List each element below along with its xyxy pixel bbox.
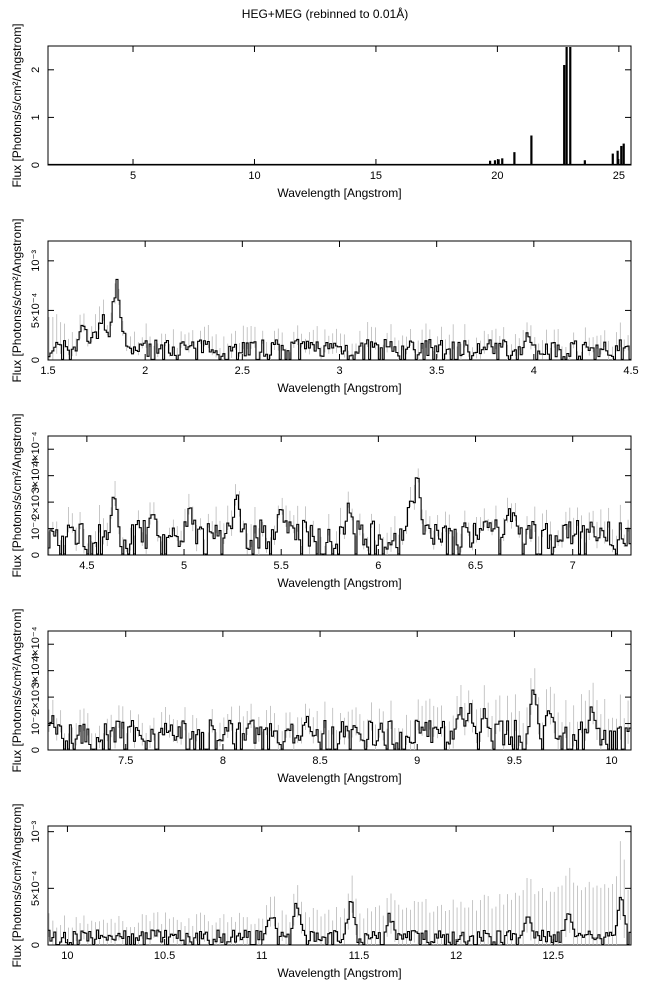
error-bars	[48, 841, 629, 945]
y-tick-label: 10⁻³	[30, 820, 42, 842]
y-tick-label: 10⁻⁴	[30, 517, 42, 540]
plot-frame	[47, 240, 632, 361]
x-tick-label: 10	[248, 170, 260, 182]
x-tick-label: 25	[613, 170, 625, 182]
x-tick-label: 10	[61, 950, 73, 962]
y-tick-label: 4×10⁻⁴	[30, 431, 42, 467]
x-tick-label: 12	[450, 950, 462, 962]
plot-frame	[47, 45, 632, 166]
x-tick-label: 1.5	[40, 365, 55, 377]
y-axis-label: Flux [Photons/s/cm²/Angstrom]	[10, 803, 24, 967]
y-tick-label: 2×10⁻⁴	[30, 679, 42, 715]
x-tick-label: 5	[181, 560, 187, 572]
y-tick-label: 10⁻³	[30, 250, 42, 272]
y-axis: 0 5×10⁻⁴ 10⁻³	[30, 250, 631, 363]
x-tick-label: 3	[336, 365, 342, 377]
x-tick-label: 4.5	[623, 365, 638, 377]
error-bars	[48, 283, 629, 360]
x-axis: 4.5 5 5.5 6 6.5 7	[79, 436, 576, 572]
y-tick-label: 10⁻⁴	[30, 712, 42, 735]
y-axis: 0 10⁻⁴2×10⁻⁴3×10⁻⁴4×10⁻⁴	[30, 431, 631, 558]
plot-frame	[47, 825, 632, 946]
x-axis-label: Wavelength [Angstrom]	[277, 381, 401, 395]
x-tick-label: 7	[570, 560, 576, 572]
spectrum-line	[48, 278, 631, 361]
x-tick-label: 4	[531, 365, 537, 377]
plot-frame	[47, 630, 632, 751]
y-axis-label: Flux [Photons/s/cm²/Angstrom]	[10, 413, 24, 577]
y-tick-label: 0	[30, 357, 42, 363]
x-tick-label: 10	[605, 755, 617, 767]
x-axis: 5 10 15 20 25	[130, 46, 625, 182]
x-tick-label: 7.5	[118, 755, 133, 767]
x-tick-label: 6.5	[468, 560, 483, 572]
y-axis: 0 5×10⁻⁴ 10⁻³	[30, 820, 631, 948]
y-tick-label: 1	[30, 114, 42, 120]
y-axis-label: Flux [Photons/s/cm²/Angstrom]	[10, 218, 24, 382]
x-tick-label: 5	[130, 170, 136, 182]
x-tick-label: 9.5	[507, 755, 522, 767]
y-tick-label: 4×10⁻⁴	[30, 626, 42, 662]
x-tick-label: 11.5	[349, 950, 370, 962]
plot-frame	[47, 435, 632, 556]
x-tick-label: 12.5	[543, 950, 564, 962]
x-tick-label: 5.5	[274, 560, 289, 572]
y-tick-label: 5×10⁻⁴	[30, 870, 42, 906]
x-axis-label: Wavelength [Angstrom]	[277, 966, 401, 980]
x-tick-label: 10.5	[154, 950, 175, 962]
y-axis: 0 10⁻⁴2×10⁻⁴3×10⁻⁴4×10⁻⁴	[30, 626, 631, 753]
x-tick-label: 11	[256, 950, 267, 962]
figure-title: HEG+MEG (rebinned to 0.01Å)	[241, 7, 409, 21]
spectrum-panel-5: 10 10.5 11 11.5 12 12.5 0 5×10⁻⁴ 10⁻³ Wavelengt…	[10, 803, 632, 980]
x-axis: 1.5 2 2.5 3 3.5 4 4.5	[40, 241, 639, 377]
x-axis-label: Wavelength [Angstrom]	[277, 186, 401, 200]
y-tick-label: 2×10⁻⁴	[30, 484, 42, 520]
y-tick-label: 5×10⁻⁴	[30, 292, 42, 328]
spectrum-line	[48, 477, 631, 555]
spectrum-line	[48, 896, 631, 946]
y-tick-label: 0	[30, 162, 42, 168]
spectrum-panel-2: 1.5 2 2.5 3 3.5 4 4.5 0 5×10⁻⁴ 10⁻³ Wavelength […	[10, 218, 639, 395]
y-tick-label: 0	[30, 552, 42, 558]
x-tick-label: 9	[414, 755, 420, 767]
x-tick-label: 15	[370, 170, 382, 182]
x-tick-label: 6	[375, 560, 381, 572]
spectrum-line	[48, 689, 631, 750]
y-tick-label: 3×10⁻⁴	[30, 653, 42, 689]
y-tick-label: 3×10⁻⁴	[30, 458, 42, 494]
y-axis: 0 1 2	[30, 67, 631, 168]
y-axis-label: Flux [Photons/s/cm²/Angstrom]	[10, 23, 24, 187]
x-axis-label: Wavelength [Angstrom]	[277, 771, 401, 785]
error-bars	[48, 668, 629, 750]
x-tick-label: 8.5	[312, 755, 327, 767]
y-tick-label: 0	[30, 942, 42, 948]
x-tick-label: 8	[220, 755, 226, 767]
x-axis: 7.5 8 8.5 9 9.5 10	[118, 631, 618, 767]
x-tick-label: 4.5	[79, 560, 94, 572]
spectrum-panel-1: 5 10 15 20 25 0 1 2 Wavelength [Angstrom] Flux…	[10, 23, 632, 200]
spectrum-panel-4: 7.5 8 8.5 9 9.5 10 0 10⁻⁴2×10⁻⁴3×10⁻⁴4×10⁻⁴ Wa…	[10, 608, 632, 785]
error-bars	[48, 468, 629, 555]
x-tick-label: 2	[142, 365, 148, 377]
x-axis-label: Wavelength [Angstrom]	[277, 576, 401, 590]
x-tick-label: 20	[491, 170, 503, 182]
y-tick-label: 2	[30, 67, 42, 73]
x-tick-label: 3.5	[429, 365, 444, 377]
x-tick-label: 2.5	[235, 365, 250, 377]
y-axis-label: Flux [Photons/s/cm²/Angstrom]	[10, 608, 24, 772]
spectrum-panel-3: 4.5 5 5.5 6 6.5 7 0 10⁻⁴2×10⁻⁴3×10⁻⁴4×10⁻⁴ Wav…	[10, 413, 632, 590]
y-tick-label: 0	[30, 747, 42, 753]
x-axis: 10 10.5 11 11.5 12 12.5	[61, 826, 564, 962]
